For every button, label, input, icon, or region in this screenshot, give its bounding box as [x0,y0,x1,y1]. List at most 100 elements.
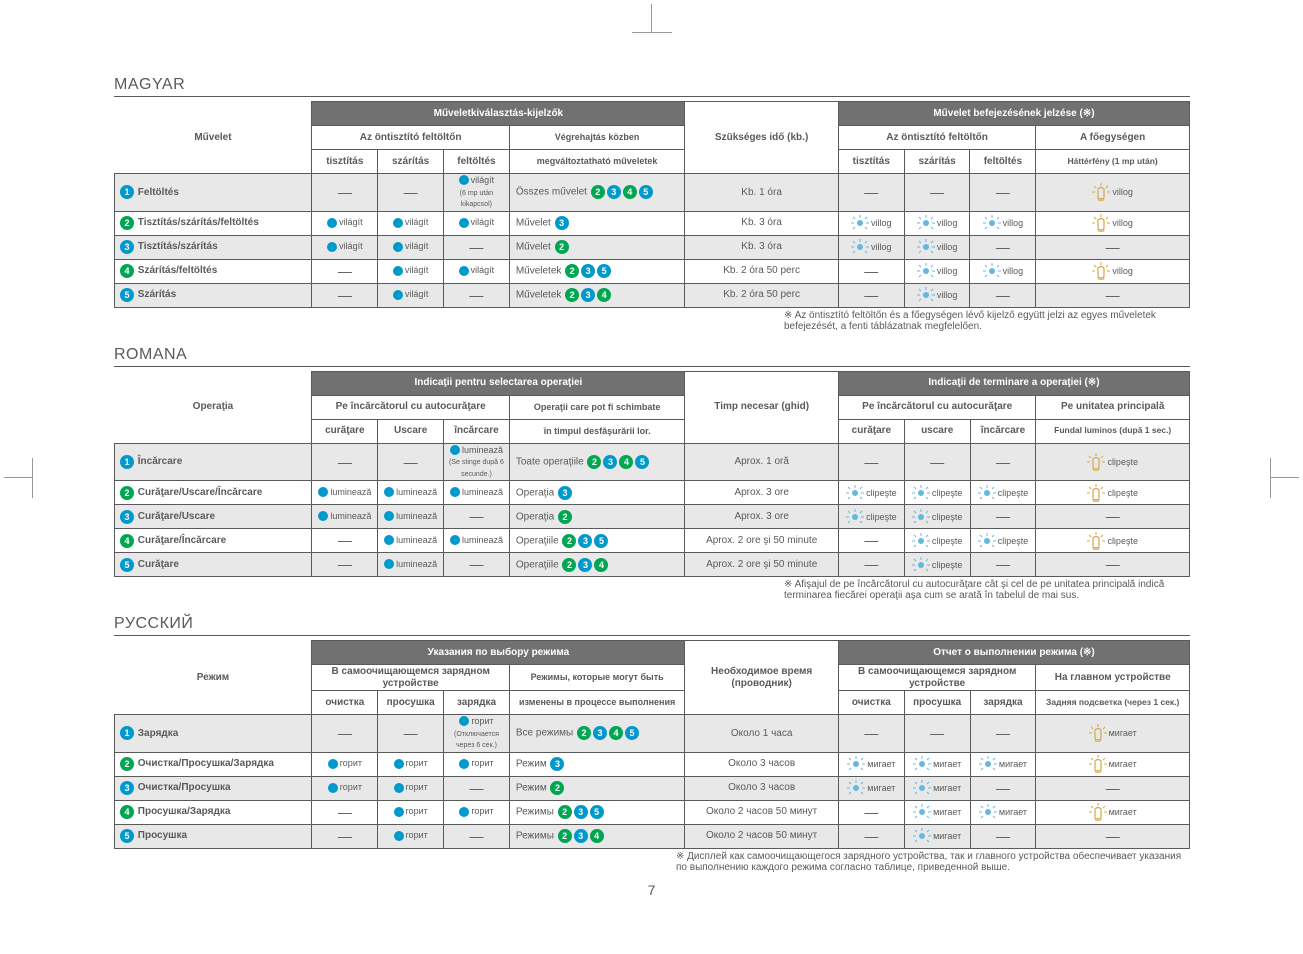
time-cell: Kb. 3 óra [685,211,839,235]
indicator-cell: — [444,283,510,307]
indicator-cell: — [378,443,444,481]
blink-blue-icon [917,215,935,231]
row-number-badge: 3 [120,510,134,524]
indicator-cell: — [444,553,510,577]
indicator-cell: — [312,529,378,553]
end-indicator-cell: — [904,174,970,212]
indicator-cell: — [378,174,444,212]
executable-cell: Operaţia 2 [509,505,685,529]
indicator-cell: világít [378,283,444,307]
indicator-cell: горит [378,752,444,776]
table-row: 3 Curăţare/Uscarelumineazăluminează—Oper… [115,505,1190,529]
blink-blue-icon [979,756,997,772]
table-row: 2 Curăţare/Uscare/Încărcarelumineazălumi… [115,481,1190,505]
indicator-cell: горит(Отключается через 6 сек.) [444,715,510,753]
end-indicator-cell: — [1036,283,1190,307]
indicator-cell: világít [378,211,444,235]
blink-blue-icon [913,828,931,844]
sub-backlight: Háttérfény (1 mp után) [1036,150,1190,174]
ref-badge: 3 [603,455,617,469]
blink-blue-icon [851,215,869,231]
blink-blue-icon [913,756,931,772]
sub-clean: очистка [312,691,378,715]
operations-table: РежимУказания по выбору режимаНеобходимо… [114,640,1190,849]
sub-clean-end: очистка [838,691,904,715]
time-cell: Aprox. 2 ore şi 50 minute [685,529,839,553]
indicator-cell: luminează [312,505,378,529]
end-indicator-cell: — [1036,553,1190,577]
col-time: Szükséges idő (kb.) [685,102,839,174]
ref-badge: 3 [574,805,588,819]
end-indicator-cell: — [838,259,904,283]
executable-cell: Operaţia 3 [509,481,685,505]
blink-amber-icon [1092,183,1110,201]
indicator-cell: világít [312,211,378,235]
time-cell: Около 2 часов 50 минут [685,824,839,848]
blink-blue-icon [979,804,997,820]
blink-blue-icon [912,509,930,525]
ref-badge: 2 [565,288,579,302]
executable-cell: Műveletek 235 [509,259,685,283]
indicator-cell: luminează [378,529,444,553]
end-indicator-cell: — [1036,505,1190,529]
blink-amber-icon [1092,262,1110,280]
operation-cell: 4 Curăţare/Încărcare [115,529,312,553]
led-lit-icon [328,759,338,769]
ref-badge: 2 [550,781,564,795]
col-operation: Режим [115,641,312,715]
sub-dry-end: просушка [904,691,970,715]
table-row: 4 Curăţare/Încărcare—lumineazălumineazăO… [115,529,1190,553]
time-cell: Aprox. 2 ore şi 50 minute [685,553,839,577]
blink-amber-icon [1089,755,1107,773]
end-indicator-cell: villog [904,235,970,259]
col-exe-sub: în timpul desfăşurării lor. [509,419,685,443]
led-lit-icon [459,266,469,276]
table-row: 1 Încărcare——luminează(Se stinge după 6 … [115,443,1190,481]
table-row: 3 Tisztítás/szárításvilágítvilágít—Művel… [115,235,1190,259]
end-indicator-cell: — [970,443,1036,481]
indicator-cell: világít [312,235,378,259]
col-main-unit: Pe unitatea principală [1036,395,1190,419]
time-cell: Aprox. 1 oră [685,443,839,481]
table-row: 1 Feltöltés——világít(6 mp után kikapcsol… [115,174,1190,212]
end-indicator-cell: — [838,174,904,212]
end-indicator-cell: — [970,824,1036,848]
ref-badge: 4 [597,288,611,302]
indicator-cell: világít [378,259,444,283]
end-indicator-cell: — [838,824,904,848]
led-lit-icon [327,218,337,228]
end-indicator-cell: clipeşte [1036,529,1190,553]
ref-badge: 2 [558,829,572,843]
row-number-badge: 1 [120,185,134,199]
operation-cell: 1 Feltöltés [115,174,312,212]
header-selection: Műveletkiválasztás-kijelzők [312,102,685,126]
sub-charge-end: зарядка [970,691,1036,715]
end-indicator-cell: мигает [970,800,1036,824]
time-cell: Aprox. 3 ore [685,481,839,505]
ref-badge: 2 [577,726,591,740]
end-indicator-cell: — [970,553,1036,577]
ref-badge: 5 [625,726,639,740]
operations-table: OperaţiaIndicaţii pentru selectarea oper… [114,371,1190,578]
header-completion: Indicaţii de terminare a operaţiei (※) [838,371,1189,395]
sub-clean: curăţare [312,419,378,443]
led-lit-icon [459,175,469,185]
end-indicator-cell: villog [970,259,1036,283]
ref-badge: 3 [581,264,595,278]
col-charger: Pe încărcătorul cu autocurăţare [312,395,509,419]
col-exe: Operaţii care pot fi schimbate [509,395,685,419]
indicator-cell: — [312,553,378,577]
end-indicator-cell: villog [970,211,1036,235]
col-charger-end: Az öntisztító feltöltőn [838,126,1035,150]
row-number-badge: 5 [120,288,134,302]
col-operation: Művelet [115,102,312,174]
row-number-badge: 1 [120,726,134,740]
crop-mark [32,458,33,498]
language-title: MAGYAR [114,76,1190,97]
led-lit-icon [384,511,394,521]
row-number-badge: 2 [120,216,134,230]
ref-badge: 4 [594,558,608,572]
table-row: 4 Просушка/Зарядка—горитгоритРежимы 235О… [115,800,1190,824]
executable-cell: Режимы 235 [509,800,685,824]
ref-badge: 3 [578,534,592,548]
